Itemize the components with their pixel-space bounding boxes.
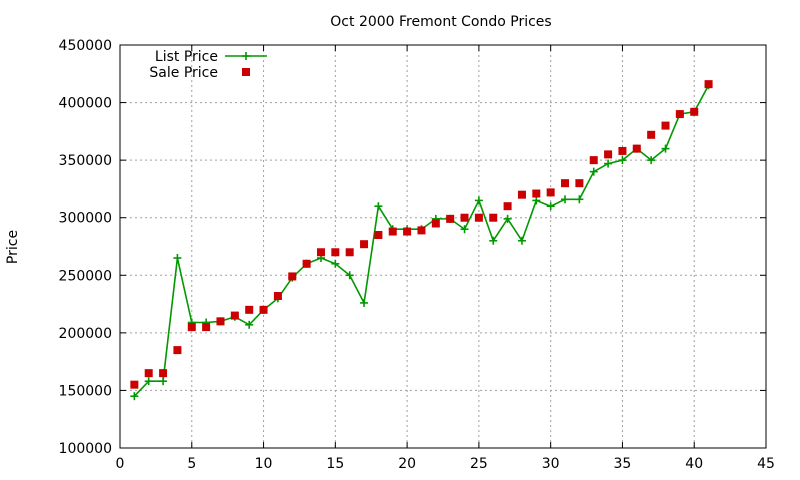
- sale-price-point: [532, 189, 541, 198]
- y-tick-label: 250000: [59, 268, 112, 284]
- sale-price-point: [245, 305, 254, 314]
- x-tick-label: 25: [470, 456, 488, 472]
- sale-price-point: [202, 323, 211, 332]
- sale-price-point: [259, 305, 268, 314]
- list-price-point: [618, 156, 627, 165]
- sale-price-point: [273, 292, 282, 301]
- grid: [120, 45, 766, 448]
- sale-price-point: [388, 227, 397, 236]
- sale-price-point: [618, 146, 627, 155]
- sale-price-point: [230, 311, 239, 320]
- sale-price-point: [704, 80, 713, 89]
- sale-price-point: [690, 107, 699, 116]
- sale-price-point: [431, 219, 440, 228]
- sale-price-point: [173, 346, 182, 355]
- sale-price-point: [647, 130, 656, 139]
- y-tick-label: 150000: [59, 383, 112, 399]
- list-price-point: [575, 195, 584, 204]
- list-price-point: [130, 392, 139, 401]
- x-tick-label: 35: [614, 456, 632, 472]
- axis-ticks: 0 5 10 15 20 25 30 35 40 45 100000 150000 200000 2500…: [59, 38, 775, 472]
- list-price-point: [589, 167, 598, 176]
- sale-price-point: [503, 202, 512, 211]
- x-tick-label: 40: [685, 456, 703, 472]
- y-tick-label: 350000: [59, 153, 112, 169]
- list-price-point: [532, 196, 541, 205]
- legend-square-swatch: [242, 68, 250, 76]
- sale-price-point: [216, 317, 225, 326]
- y-tick-label: 400000: [59, 96, 112, 112]
- list-price-point: [489, 236, 498, 245]
- sale-price-point: [489, 213, 498, 222]
- sale-price-point: [589, 156, 598, 165]
- list-price-point: [374, 202, 383, 211]
- x-tick-label: 30: [542, 456, 560, 472]
- sale-price-point: [575, 179, 584, 188]
- sale-price-point: [460, 213, 469, 222]
- list-price-point: [360, 298, 369, 307]
- list-price-point: [159, 377, 168, 386]
- sale-price-point: [331, 248, 340, 257]
- sale-price-point: [561, 179, 570, 188]
- sale-price-point: [144, 369, 153, 378]
- list-price-point: [144, 377, 153, 386]
- list-price-point: [331, 259, 340, 268]
- sale-price-point: [604, 150, 613, 159]
- list-price-point: [517, 236, 526, 245]
- y-tick-label: 300000: [59, 211, 112, 227]
- list-price-point: [474, 196, 483, 205]
- list-price-point: [561, 195, 570, 204]
- sale-price-point: [417, 226, 426, 235]
- x-tick-label: 20: [398, 456, 416, 472]
- chart-title: Oct 2000 Fremont Condo Prices: [330, 14, 551, 30]
- y-tick-label: 450000: [59, 38, 112, 54]
- sale-price-point: [675, 110, 684, 119]
- sale-price-point: [517, 190, 526, 199]
- x-tick-label: 0: [116, 456, 125, 472]
- y-tick-label: 200000: [59, 326, 112, 342]
- y-tick-label: 100000: [59, 441, 112, 457]
- sale-price-point: [130, 380, 139, 389]
- list-price-point: [345, 271, 354, 280]
- list-price-point: [546, 202, 555, 211]
- sale-price-point: [546, 188, 555, 197]
- x-tick-label: 45: [757, 456, 775, 472]
- list-price-point: [503, 214, 512, 223]
- legend-plus-swatch: [242, 52, 250, 60]
- sale-price-point: [403, 227, 412, 236]
- sale-price-point: [159, 369, 168, 378]
- plot-border: [119, 44, 767, 449]
- list-price-point: [245, 320, 254, 329]
- sale-price-point: [360, 240, 369, 249]
- x-tick-label: 10: [255, 456, 273, 472]
- sale-price-point: [345, 248, 354, 257]
- legend-label: List Price: [155, 49, 218, 65]
- sale-price-point: [661, 121, 670, 130]
- list-price-point: [661, 144, 670, 153]
- y-axis-label: Price: [5, 230, 21, 264]
- x-tick-label: 15: [326, 456, 344, 472]
- sale-price-point: [374, 230, 383, 239]
- sale-price-point: [474, 213, 483, 222]
- list-price-point: [173, 254, 182, 263]
- sale-price-point: [632, 144, 641, 153]
- sale-price-point: [316, 248, 325, 257]
- list-price-point: [604, 159, 613, 168]
- sale-price-point: [302, 259, 311, 268]
- legend-label: Sale Price: [149, 65, 218, 81]
- sale-price-point: [187, 323, 196, 332]
- sale-price-point: [446, 214, 455, 223]
- data-series: [130, 80, 713, 401]
- list-price-point: [647, 156, 656, 165]
- x-tick-label: 5: [187, 456, 196, 472]
- sale-price-point: [288, 272, 297, 281]
- list-price-point: [460, 225, 469, 234]
